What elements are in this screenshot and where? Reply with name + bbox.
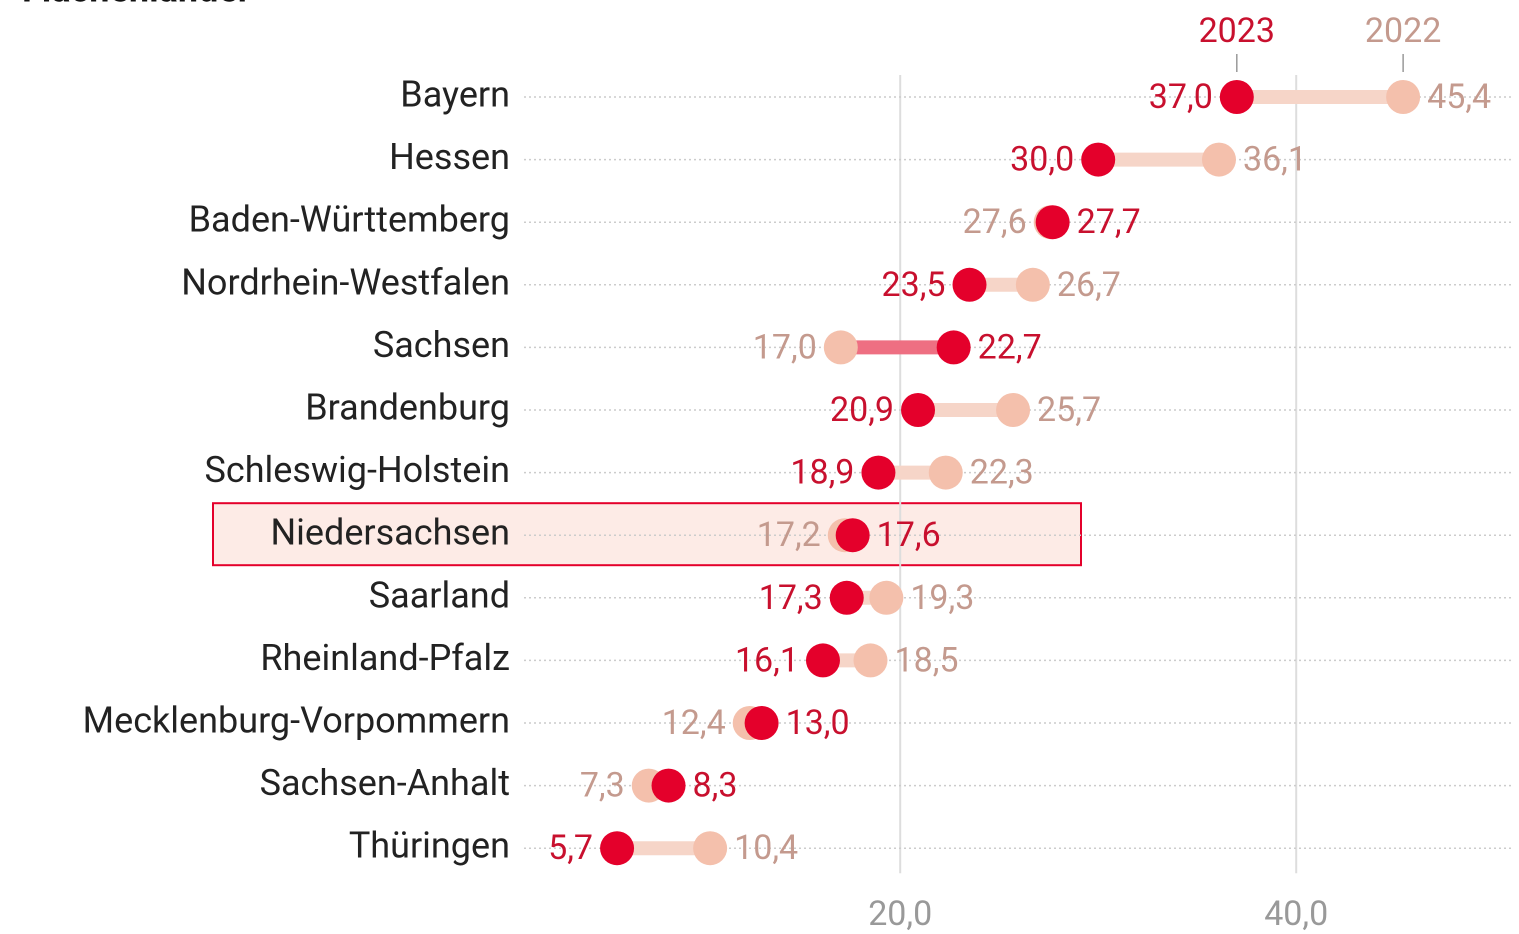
dot xyxy=(952,267,987,302)
dot xyxy=(600,831,635,866)
value-label: 17,2 xyxy=(757,515,821,555)
value-label: 18,9 xyxy=(790,453,854,493)
value-label: 5,7 xyxy=(548,828,593,868)
category-label: Brandenburg xyxy=(305,387,510,429)
dot xyxy=(829,580,864,615)
value-label: 18,5 xyxy=(895,640,959,680)
value-label: 17,0 xyxy=(753,327,817,367)
category-label: Sachsen-Anhalt xyxy=(260,762,510,804)
value-label: 22,7 xyxy=(978,327,1042,367)
dot xyxy=(744,706,779,740)
value-label: 19,3 xyxy=(910,578,974,618)
value-label: 25,7 xyxy=(1037,390,1101,430)
dot xyxy=(1081,142,1116,177)
category-label: Baden-Württemberg xyxy=(189,199,510,241)
value-label: 16,1 xyxy=(735,640,799,680)
value-label: 30,0 xyxy=(1010,140,1074,180)
value-label: 37,0 xyxy=(1149,77,1213,117)
dot xyxy=(901,393,936,427)
dot xyxy=(835,518,870,553)
dot xyxy=(1219,80,1254,114)
category-label: Nordrhein-Westfalen xyxy=(181,261,510,303)
value-label: 10,4 xyxy=(734,828,798,868)
dot xyxy=(869,580,904,615)
legend-label: 2022 xyxy=(1365,11,1441,51)
category-label: Niedersachsen xyxy=(270,512,510,554)
category-label: Schleswig-Holstein xyxy=(205,449,511,491)
category-label: Rheinland-Pfalz xyxy=(260,637,510,679)
dot xyxy=(693,831,728,866)
dot xyxy=(823,330,858,365)
value-label: 36,1 xyxy=(1243,140,1307,180)
dot xyxy=(928,455,963,490)
value-label: 23,5 xyxy=(881,265,945,305)
dot xyxy=(936,330,971,365)
value-label: 45,4 xyxy=(1427,77,1491,117)
dot xyxy=(805,643,840,678)
dot xyxy=(1386,80,1421,114)
value-label: 22,3 xyxy=(970,453,1034,493)
dot xyxy=(651,768,686,803)
dot xyxy=(1201,142,1236,177)
value-label: 27,7 xyxy=(1077,202,1141,242)
value-label: 20,9 xyxy=(830,390,894,430)
value-label: 7,3 xyxy=(580,766,625,806)
value-label: 12,4 xyxy=(662,703,726,743)
value-label: 13,0 xyxy=(786,703,850,743)
value-label: 17,6 xyxy=(877,515,941,555)
dot xyxy=(996,393,1031,427)
dot xyxy=(1035,205,1070,240)
category-label: Saarland xyxy=(369,574,510,616)
category-label: Mecklenburg-Vorpommern xyxy=(83,700,510,742)
dot xyxy=(853,643,888,678)
value-label: 26,7 xyxy=(1057,265,1121,305)
category-label: Hessen xyxy=(389,136,510,178)
dot xyxy=(861,455,896,490)
category-label: Bayern xyxy=(400,74,510,116)
value-label: 27,6 xyxy=(963,202,1027,242)
highlight-box xyxy=(212,502,1082,567)
value-label: 17,3 xyxy=(759,578,823,618)
value-label: 8,3 xyxy=(693,766,738,806)
x-tick-label: 20,0 xyxy=(868,894,932,934)
category-label: Sachsen xyxy=(373,324,510,366)
x-tick-label: 40,0 xyxy=(1264,894,1328,934)
chart-title: Flächenländer xyxy=(22,0,251,11)
category-label: Thüringen xyxy=(349,825,510,867)
dot xyxy=(1015,267,1050,302)
legend-label: 2023 xyxy=(1199,11,1275,51)
